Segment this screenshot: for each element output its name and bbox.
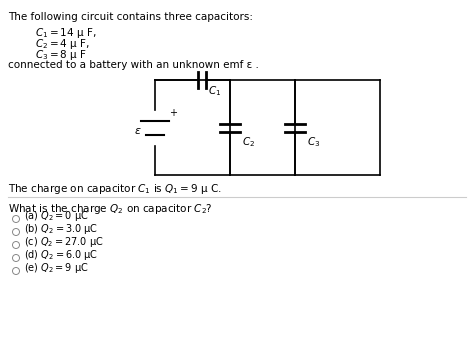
Text: The following circuit contains three capacitors:: The following circuit contains three cap…: [8, 12, 253, 22]
Text: (e) $Q_2 = 9$ μC: (e) $Q_2 = 9$ μC: [24, 261, 89, 275]
Text: $C_1$: $C_1$: [209, 84, 222, 98]
Text: (b) $Q_2 = 3.0$ μC: (b) $Q_2 = 3.0$ μC: [24, 222, 98, 236]
Text: What is the charge $Q_2$ on capacitor $C_2$?: What is the charge $Q_2$ on capacitor $C…: [8, 202, 213, 216]
Text: +: +: [169, 108, 177, 117]
Text: $C_3$: $C_3$: [307, 135, 320, 149]
Text: (a) $Q_2 = 0$ μC: (a) $Q_2 = 0$ μC: [24, 209, 89, 223]
Text: connected to a battery with an unknown emf ε .: connected to a battery with an unknown e…: [8, 60, 259, 70]
Text: $C_2$: $C_2$: [242, 135, 255, 149]
Text: $C_2 = 4$ μ F,: $C_2 = 4$ μ F,: [35, 37, 90, 51]
Text: $C_3 = 8$ μ F: $C_3 = 8$ μ F: [35, 48, 87, 62]
Text: $C_1 = 14$ μ F,: $C_1 = 14$ μ F,: [35, 26, 97, 40]
Text: (c) $Q_2 = 27.0$ μC: (c) $Q_2 = 27.0$ μC: [24, 235, 104, 249]
Text: The charge on capacitor $C_1$ is $Q_1 = 9$ μ C.: The charge on capacitor $C_1$ is $Q_1 = …: [8, 182, 222, 196]
Text: (d) $Q_2 = 6.0$ μC: (d) $Q_2 = 6.0$ μC: [24, 248, 98, 262]
Text: ε: ε: [135, 126, 141, 135]
